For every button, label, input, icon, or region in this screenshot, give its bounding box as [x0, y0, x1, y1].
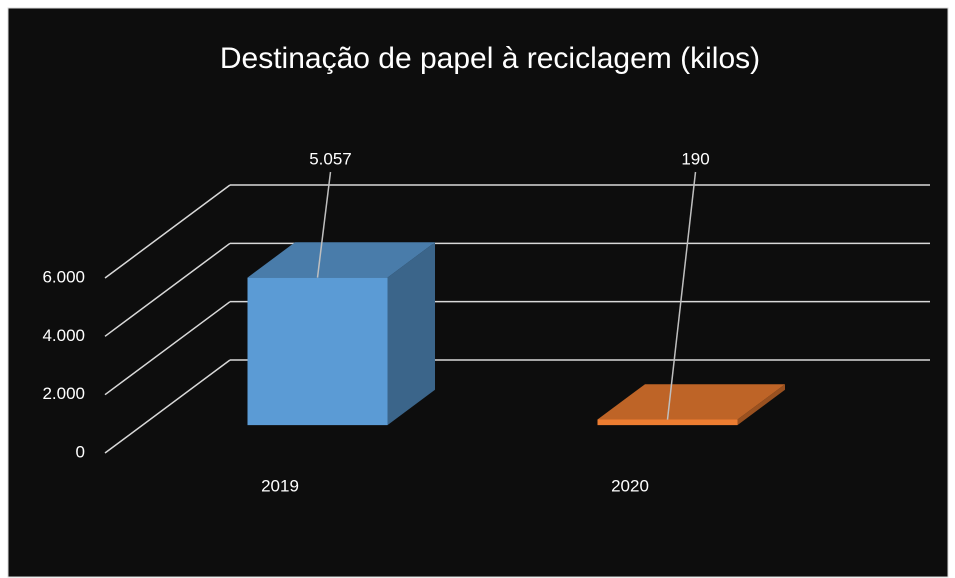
grid-line — [104, 301, 231, 396]
bar-top — [247, 242, 435, 278]
y-tick-label: 6.000 — [42, 267, 85, 286]
bar-front — [597, 419, 738, 426]
y-tick-label: 4.000 — [42, 326, 85, 345]
bar-front — [247, 277, 388, 426]
x-tick-label: 2019 — [261, 476, 299, 495]
bar-top — [597, 384, 785, 420]
y-tick-label: 2.000 — [42, 384, 85, 403]
data-label: 190 — [681, 149, 709, 168]
chart-background — [7, 7, 949, 578]
grid-line — [104, 242, 231, 337]
leader-line — [316, 171, 332, 278]
grid-line — [104, 184, 231, 279]
data-label: 5.057 — [309, 149, 352, 168]
grid-line — [104, 359, 231, 454]
x-tick-label: 2020 — [611, 476, 649, 495]
leader-line — [666, 171, 697, 420]
bar-side — [387, 242, 435, 426]
chart-title: Destinação de papel à reciclagem (kilos) — [220, 42, 760, 75]
y-tick-label: 0 — [76, 442, 85, 461]
bar-side — [737, 384, 785, 426]
